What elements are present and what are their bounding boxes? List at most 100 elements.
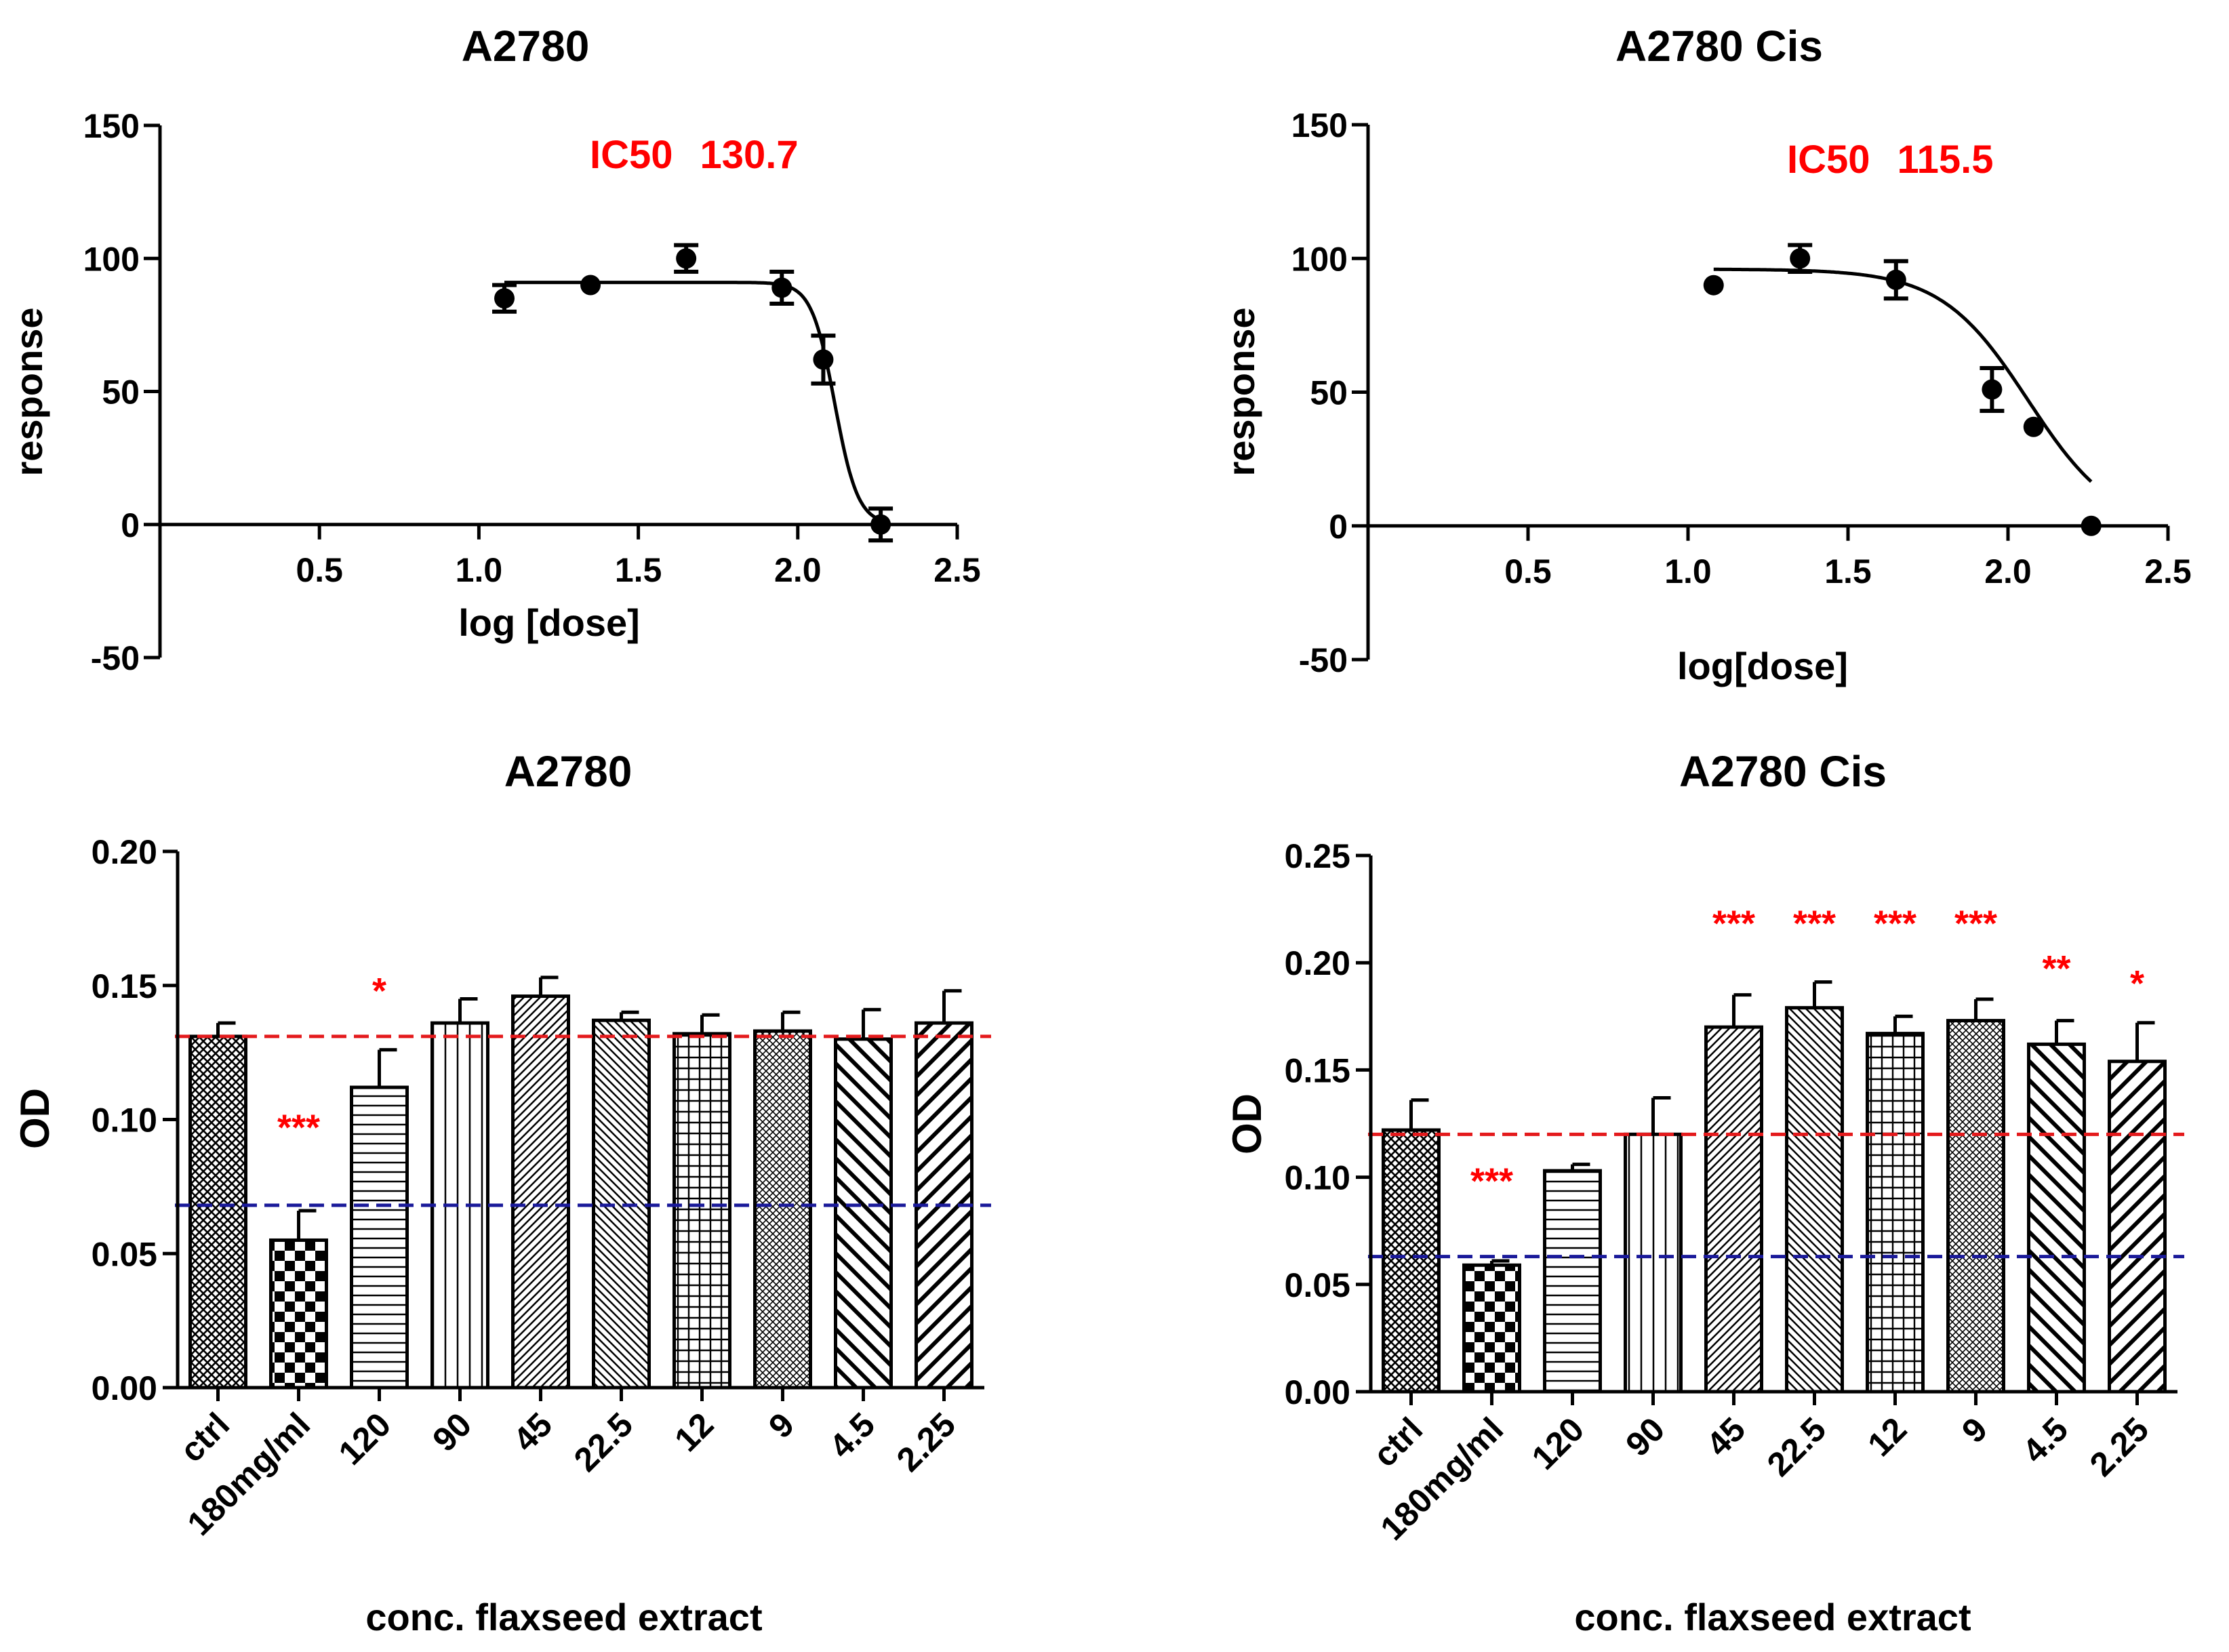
- data-point: [813, 349, 834, 370]
- y-tick-label: 0.20: [1285, 944, 1350, 982]
- dose-response-chart-2: A2780 Cis -50 0 50 100 150 0.5 1.0 1.5 2.0 2.5 log[…: [1220, 22, 2192, 687]
- x-axis-label: conc. flaxseed extract: [365, 1596, 762, 1638]
- ic50-label: IC50: [590, 133, 673, 177]
- y-tick-label: 0.25: [1285, 837, 1350, 875]
- y-tick-label: -50: [1299, 641, 1348, 679]
- bar: [834, 1037, 893, 1390]
- category-label: 9: [1954, 1410, 1994, 1450]
- error-bar: [216, 1021, 236, 1036]
- bar: [188, 1034, 247, 1390]
- y-tick-label: 100: [1291, 240, 1348, 278]
- error-bar: [2135, 1021, 2155, 1062]
- y-tick-label: 0.05: [1285, 1266, 1350, 1304]
- bar: [2027, 1042, 2086, 1394]
- error-bar: [1651, 1096, 1671, 1135]
- x-tick-label: 2.5: [2144, 552, 2192, 590]
- x-tick-label: 1.0: [1664, 552, 1712, 590]
- data-point: [494, 288, 515, 309]
- significance-marker: *: [2130, 963, 2144, 1004]
- y-tick-label: 0.00: [1285, 1373, 1350, 1411]
- data-point: [2023, 416, 2044, 437]
- category-label: ctrl: [1366, 1410, 1430, 1474]
- category-label: ctrl: [173, 1405, 237, 1470]
- x-tick-label: 2.5: [933, 551, 981, 589]
- fit-curve: [504, 281, 882, 522]
- x-tick-label: 1.5: [1824, 552, 1872, 590]
- bar: [1624, 1132, 1683, 1394]
- y-tick-label: 150: [83, 107, 140, 145]
- x-tick-label: 1.5: [615, 551, 662, 589]
- chart-title: A2780: [462, 22, 590, 70]
- category-label: 4.5: [2015, 1410, 2076, 1470]
- bar: [1946, 1019, 2005, 1394]
- chart-title: A2780: [504, 747, 632, 796]
- bar: [1785, 1006, 1844, 1394]
- category-label: 120: [332, 1405, 399, 1472]
- error-bar: [1409, 1098, 1429, 1130]
- ic50-annotation: IC50 115.5: [1787, 138, 1993, 182]
- data-point: [580, 275, 601, 296]
- category-label: 9: [761, 1405, 801, 1445]
- bar: [1543, 1169, 1602, 1394]
- error-bar: [539, 975, 559, 996]
- data-point: [2081, 515, 2102, 536]
- bar: [1704, 1025, 1763, 1394]
- x-axis-label: log [dose]: [458, 601, 640, 644]
- y-tick-label: 0.20: [92, 833, 157, 871]
- y-axis-label: OD: [1224, 1093, 1270, 1154]
- category-label: 22.5: [567, 1405, 640, 1478]
- y-tick-label: 100: [83, 240, 140, 278]
- y-axis-label: response: [1220, 308, 1262, 477]
- category-label: 45: [506, 1405, 559, 1459]
- bar: [2108, 1060, 2167, 1394]
- y-tick-label: 0.15: [92, 967, 157, 1005]
- y-tick-label: 0.15: [1285, 1051, 1350, 1089]
- error-bar: [1974, 997, 1994, 1021]
- category-label: 22.5: [1760, 1410, 1833, 1483]
- significance-marker: ***: [1712, 904, 1755, 944]
- y-tick-label: -50: [91, 639, 140, 677]
- y-tick-label: 50: [102, 374, 140, 411]
- error-bar: [781, 1010, 801, 1031]
- dose-response-chart-1: A2780 -50 0 50 100 150 0.5 1.0 1.5 2.0 2.5 log [dos…: [7, 22, 981, 677]
- chart-title: A2780 Cis: [1679, 747, 1887, 796]
- significance-marker: *: [372, 971, 386, 1011]
- bar: [511, 994, 570, 1390]
- data-point: [870, 514, 891, 535]
- data-point: [1885, 269, 1906, 290]
- data-point: [676, 248, 697, 269]
- error-bar: [700, 1013, 720, 1034]
- ic50-value: 130.7: [700, 133, 799, 177]
- significance-marker: ***: [1470, 1161, 1513, 1201]
- bar: [1866, 1032, 1925, 1394]
- bar: [753, 1029, 812, 1390]
- error-bar: [297, 1209, 317, 1241]
- y-tick-label: 0.00: [92, 1369, 157, 1407]
- y-tick-label: 150: [1291, 106, 1348, 144]
- y-tick-label: 0.10: [92, 1102, 157, 1140]
- bar: [1462, 1263, 1521, 1394]
- ic50-annotation: IC50 130.7: [590, 133, 799, 177]
- ic50-value: 115.5: [1897, 138, 1994, 182]
- x-tick-label: 0.5: [296, 551, 343, 589]
- x-tick-label: 2.0: [1984, 552, 2032, 590]
- category-label: 2.25: [2083, 1410, 2156, 1483]
- bar: [269, 1238, 328, 1390]
- error-bar: [862, 1007, 881, 1039]
- y-tick-label: 0.05: [92, 1235, 157, 1273]
- data-point: [1703, 275, 1724, 296]
- category-label: 90: [425, 1405, 479, 1459]
- data-point: [771, 277, 792, 298]
- y-axis-label: response: [7, 308, 50, 477]
- bar-chart-4: A2780 Cis0.000.050.100.150.200.25ctrl180…: [1224, 747, 2184, 1638]
- y-tick-label: 0: [1329, 508, 1348, 546]
- chart-title: A2780 Cis: [1615, 22, 1823, 70]
- significance-marker: ***: [1793, 904, 1836, 944]
- error-bar: [942, 989, 962, 1024]
- x-tick-label: 2.0: [774, 551, 822, 589]
- bar: [672, 1032, 731, 1390]
- significance-marker: **: [2042, 948, 2070, 989]
- error-bar: [378, 1048, 397, 1088]
